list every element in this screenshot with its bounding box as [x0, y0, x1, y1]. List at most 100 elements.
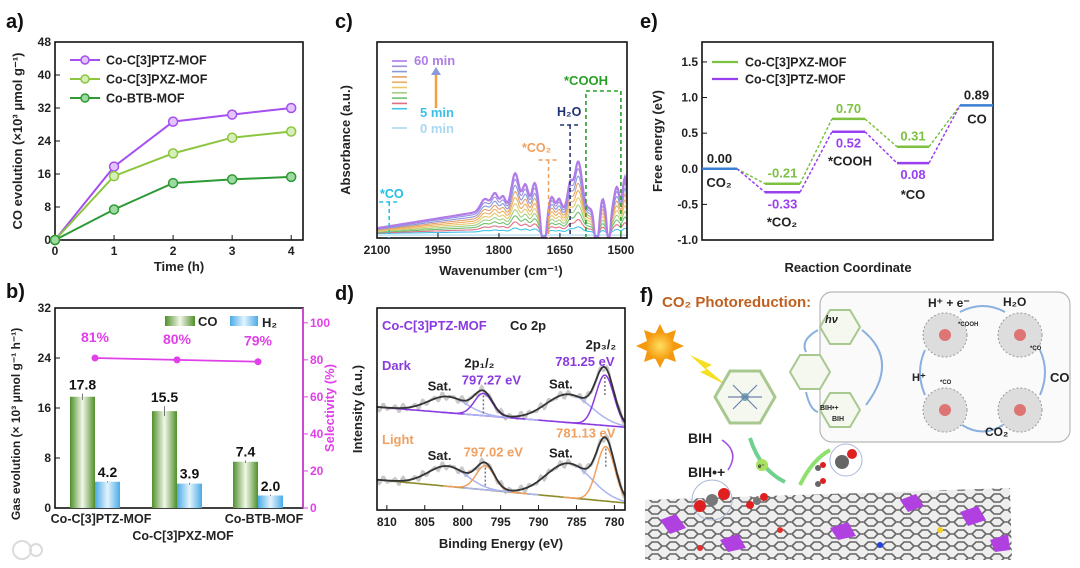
b-ylabel-right: Selectivity (%) [322, 364, 337, 452]
a-data-point [49, 234, 61, 246]
e-connector [928, 104, 961, 148]
chart-b: 0 8 16 24 32 0 20 40 60 80 100 17.8 4.2 Co-C[3]PTZ-MO… [38, 301, 331, 543]
a-xlabel: Time (h) [154, 259, 204, 274]
b-legend-co: CO [198, 314, 218, 329]
a-ytick-label: 40 [38, 68, 52, 82]
e-connector [864, 118, 898, 148]
e-state-label: CO [967, 111, 987, 126]
b-selectivity-label: 81% [81, 329, 110, 345]
panel-label-a: a) [6, 11, 24, 33]
a-data-point [108, 170, 120, 182]
e-ytick-label: 1.0 [681, 91, 698, 105]
co2-molecule-icon [691, 479, 768, 521]
cobalt-intermediates [919, 305, 1046, 433]
watermark-logo [12, 540, 43, 560]
b-selectivity-label: 80% [163, 331, 192, 347]
a-xtick-label: 0 [52, 244, 59, 258]
c-spectrum [377, 204, 628, 238]
d-xtick-label: 800 [453, 515, 473, 529]
scheme-h-plus-e: H⁺ + e⁻ [928, 296, 970, 310]
c-xtick-label: 1650 [547, 243, 574, 257]
c-xtick-label: 2100 [364, 243, 391, 257]
d-label-dark: Dark [382, 358, 412, 373]
e-ytick-label: -0.5 [677, 197, 698, 211]
panel-label-d: d) [335, 283, 354, 305]
c-annotation-label: *CO₂ [522, 141, 551, 155]
d-xtick-label: 790 [529, 515, 549, 529]
d-sat-label: Sat. [549, 445, 573, 460]
panel-label-f: f) [640, 285, 653, 307]
d-peak-value: 797.27 eV [462, 372, 522, 387]
b-ytick-label: 0 [44, 501, 51, 515]
c-plot-frame [376, 41, 628, 239]
c-legend-0min: 0 min [420, 121, 454, 136]
b-bar-label: 7.4 [236, 444, 256, 460]
b-ytick-right-label: 100 [310, 316, 330, 330]
d-ylabel: Intensity (a.u.) [350, 365, 365, 453]
e-xlabel: Reaction Coordinate [784, 260, 911, 275]
d-orbital-label: 2p₁/₂ [464, 355, 494, 370]
scheme-bih-radical: BIH•+ [688, 464, 725, 480]
b-selectivity-label: 79% [244, 333, 273, 349]
scheme-electron: e⁻ [758, 464, 765, 470]
a-legend-marker [80, 93, 90, 103]
a-ytick-label: 16 [38, 167, 52, 181]
panel-label-b: b) [6, 281, 25, 303]
e-state-label: *CO [901, 187, 926, 202]
bih-arrow-icon [721, 439, 734, 471]
e-level-value: 0.89 [964, 87, 989, 102]
chart-e: -1.0 -0.5 0.0 0.5 1.0 1.5 -0.21 0.70 0.31 Co-C[3]… [677, 41, 994, 247]
panel-label-e: e) [640, 11, 658, 33]
a-data-point [108, 204, 120, 215]
e-level-value: 0.00 [707, 151, 732, 166]
e-legend-label: Co-C[3]PXZ-MOF [745, 56, 847, 70]
b-bar-h2 [258, 495, 283, 508]
chart-a: 0 8 16 24 32 40 48 0 1 2 3 4 Co-C[3]PTZ-MOF Co-C[3]PX… [38, 35, 304, 258]
a-ytick-label: 8 [44, 200, 51, 214]
e-legend-label: Co-C[3]PTZ-MOF [745, 73, 846, 87]
scheme-cooh: *COOH [958, 322, 978, 328]
b-bar-label: 3.9 [180, 466, 200, 482]
a-data-point [167, 116, 179, 127]
b-bar-h2 [177, 483, 202, 508]
b-ytick-label: 8 [44, 451, 51, 465]
b-selectivity-point [91, 354, 99, 362]
b-ytick-right-label: 40 [310, 427, 324, 441]
b-bar-label: 2.0 [261, 478, 281, 494]
b-legend-h2-swatch [230, 316, 258, 326]
b-bar-co [233, 461, 258, 508]
c-spectrum [377, 211, 628, 238]
c-annotation-label: H₂O [557, 105, 582, 119]
e-level-value: -0.21 [768, 166, 798, 181]
panel-label-c: c) [335, 11, 353, 33]
c-annotation-box [585, 90, 622, 238]
a-legend-marker [80, 74, 90, 84]
a-legend-label: Co-C[3]PXZ-MOF [106, 73, 208, 87]
d-sat-label: Sat. [428, 448, 452, 463]
b-ylabel: Gas evolution (× 10³ μmol g⁻¹ h⁻¹) [9, 328, 23, 520]
a-series-line [54, 107, 292, 241]
d-envelope [376, 436, 626, 497]
scheme-co-ads: *CO [1030, 346, 1042, 352]
cycle-hexagons [788, 309, 883, 428]
a-data-point [226, 109, 238, 120]
c-spectrum [377, 197, 628, 238]
b-ytick-label: 16 [38, 401, 52, 415]
scheme-co: CO [1050, 370, 1070, 385]
d-peak-value: 781.25 eV [555, 354, 615, 369]
co-molecule-icon [815, 443, 863, 487]
e-level-value: 0.70 [836, 101, 861, 116]
d-peak-value: 797.02 eV [464, 445, 524, 460]
scheme-h-plus: H⁺ [912, 372, 926, 384]
b-category-label: Co-BTB-MOF [225, 512, 304, 526]
sun-icon [636, 324, 684, 368]
c-spectrum [377, 219, 628, 238]
a-xtick-label: 1 [111, 244, 118, 258]
b-ytick-right-label: 0 [310, 501, 317, 515]
a-data-point [108, 161, 120, 172]
a-ylabel: CO evolution (×10³ μmol g⁻¹) [10, 53, 25, 230]
b-category-label: Co-C[3]PXZ-MOF [132, 529, 234, 543]
a-data-point [285, 102, 297, 114]
d-xtick-label: 810 [377, 515, 397, 529]
